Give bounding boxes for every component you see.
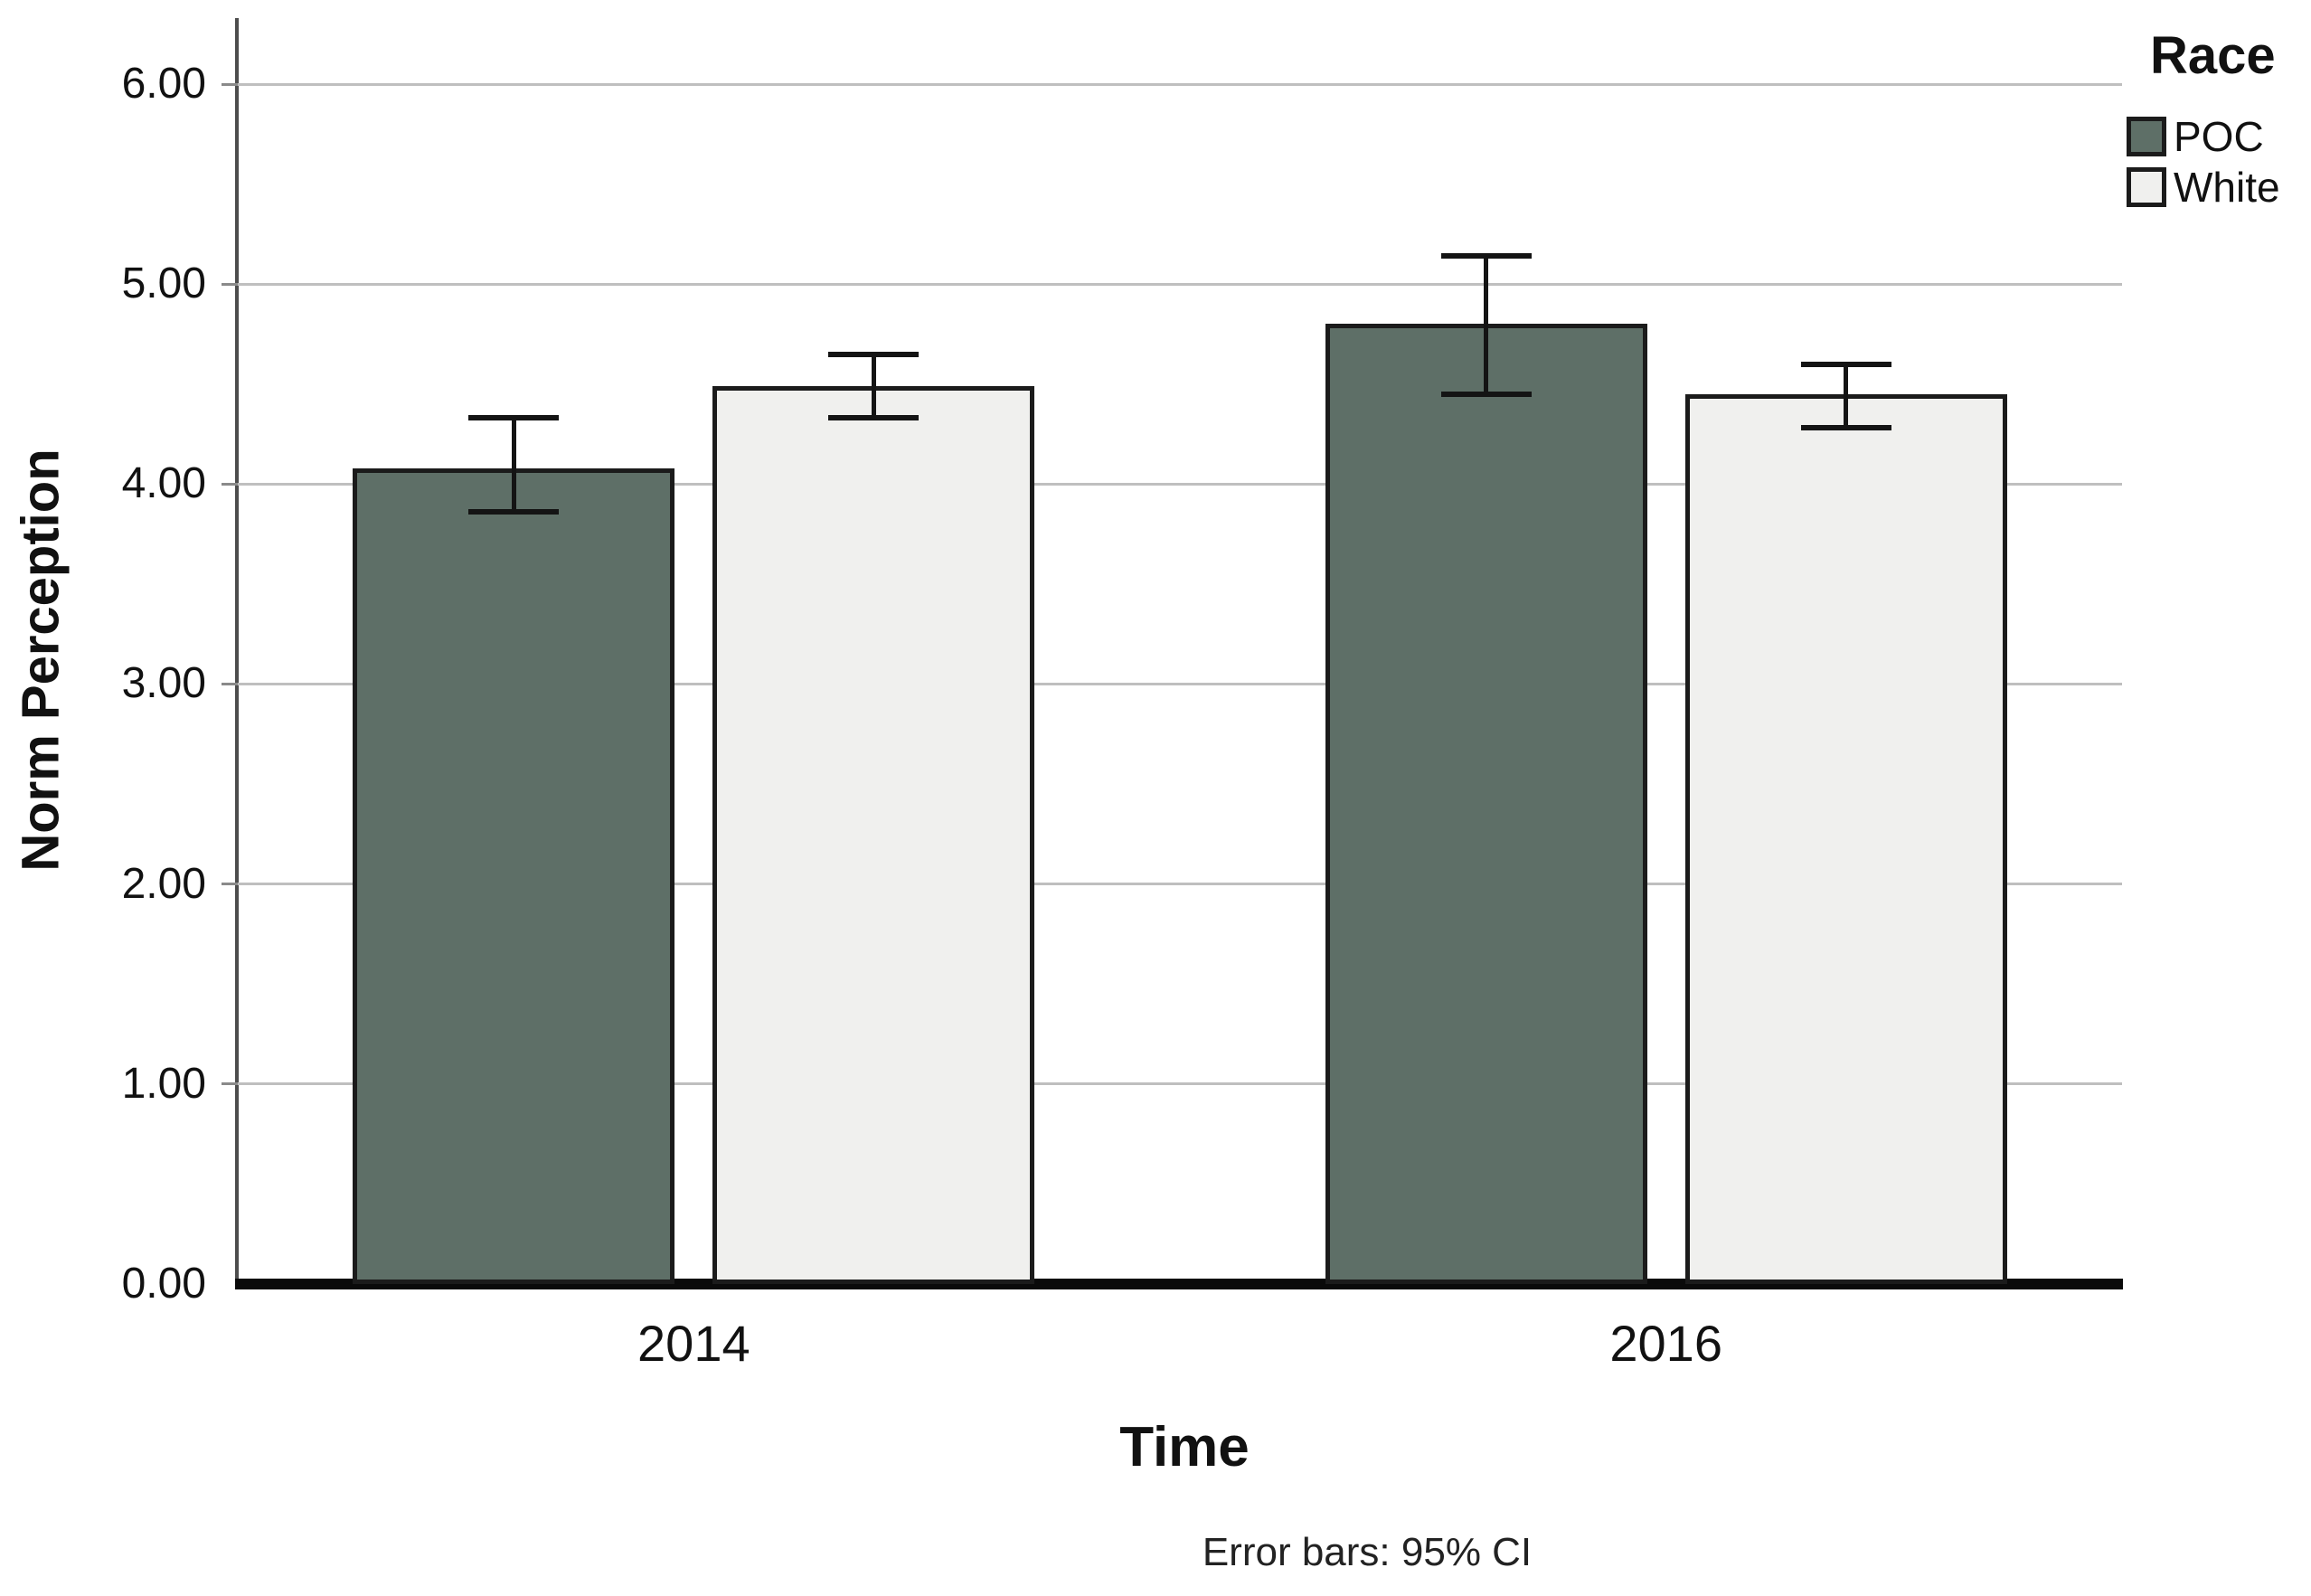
bar-white-2016 (1684, 393, 2007, 1284)
gridline-3.00 (238, 683, 2122, 685)
legend-swatch-poc (2127, 116, 2166, 156)
chart-footnote: Error bars: 95% CI (1202, 1530, 1533, 1574)
gridline-6.00 (238, 82, 2122, 86)
y-tick-mark-5.00 (222, 282, 238, 286)
x-tick-label-2014: 2014 (637, 1315, 750, 1372)
bar-poc-2014 (353, 467, 675, 1284)
x-axis-line (235, 1279, 2123, 1289)
y-axis-title: Norm Perception (11, 449, 71, 872)
error-bar-white-2016 (1844, 364, 1849, 429)
y-tick-label-1.00: 1.00 (121, 1059, 206, 1108)
y-tick-label-2.00: 2.00 (121, 859, 206, 908)
y-tick-label-3.00: 3.00 (121, 659, 206, 708)
y-tick-label-5.00: 5.00 (121, 260, 206, 308)
error-bar-cap-bottom-poc-2016 (1440, 391, 1532, 397)
error-bar-cap-top-poc-2014 (468, 415, 560, 421)
plot-area: 0.00 1.00 2.00 3.00 4.00 5.00 6.00 2014 2016 (122, 18, 2123, 1369)
y-tick-label-6.00: 6.00 (121, 59, 206, 108)
bar-white-2014 (712, 385, 1035, 1284)
gridline-4.00 (238, 482, 2122, 486)
legend-label-poc: POC (2174, 112, 2264, 160)
y-tick-mark-3.00 (222, 683, 238, 685)
y-tick-mark-2.00 (222, 883, 238, 886)
error-bar-cap-top-white-2014 (828, 351, 920, 357)
legend-rows: POC White (2127, 116, 2280, 208)
legend: Race POC White (2127, 27, 2280, 208)
gridline-5.00 (238, 282, 2122, 286)
error-bar-cap-bottom-poc-2014 (468, 509, 560, 515)
error-bar-white-2014 (871, 354, 876, 419)
error-bar-poc-2014 (511, 418, 516, 513)
legend-label-white: White (2174, 163, 2280, 211)
legend-item-white: White (2127, 166, 2280, 208)
y-tick-mark-4.00 (222, 482, 238, 486)
legend-item-poc: POC (2127, 116, 2280, 157)
y-tick-mark-6.00 (222, 82, 238, 86)
gridline-1.00 (238, 1082, 2122, 1086)
x-tick-label-2016: 2016 (1609, 1315, 1722, 1372)
error-bar-poc-2016 (1484, 256, 1489, 394)
y-tick-label-4.00: 4.00 (121, 459, 206, 508)
error-bar-cap-top-poc-2016 (1440, 253, 1532, 260)
error-bar-cap-bottom-white-2014 (828, 415, 920, 421)
error-bar-cap-top-white-2016 (1800, 361, 1891, 367)
gridline-2.00 (238, 883, 2122, 886)
error-bar-cap-bottom-white-2016 (1800, 425, 1891, 431)
y-tick-mark-1.00 (222, 1082, 238, 1086)
x-axis-title: Time (1119, 1416, 1250, 1478)
legend-title: Race (2150, 26, 2276, 85)
legend-swatch-white (2127, 166, 2166, 207)
y-axis-line (235, 18, 239, 1284)
y-tick-label-0.00: 0.00 (121, 1260, 206, 1308)
bar-poc-2016 (1325, 324, 1647, 1284)
